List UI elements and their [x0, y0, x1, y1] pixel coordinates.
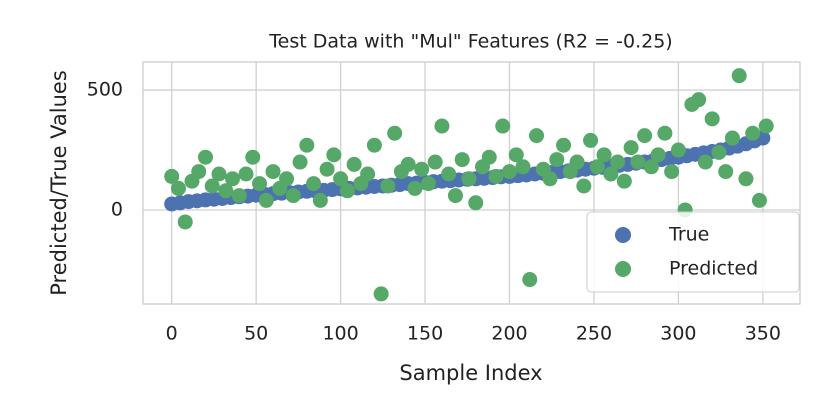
point: [204, 178, 220, 194]
x-tick-label: 200: [491, 323, 527, 345]
point: [711, 144, 727, 160]
x-tick-label: 300: [660, 323, 696, 345]
point: [738, 171, 754, 187]
point: [697, 154, 713, 170]
point: [589, 159, 605, 175]
x-axis-label: Sample Index: [399, 361, 542, 385]
point: [643, 159, 659, 175]
point: [657, 125, 673, 141]
point: [427, 154, 443, 170]
point: [252, 176, 268, 192]
point: [704, 111, 720, 127]
point: [596, 147, 612, 163]
point: [488, 168, 504, 184]
point: [366, 137, 382, 153]
point: [312, 192, 328, 208]
legend-marker: [615, 227, 631, 243]
point: [610, 154, 626, 170]
y-tick-label: 500: [87, 79, 123, 101]
point: [495, 118, 511, 134]
point: [400, 156, 416, 172]
point: [339, 183, 355, 199]
legend-label: True: [668, 224, 709, 246]
point: [238, 166, 254, 182]
x-tick-label: 100: [322, 323, 358, 345]
point: [211, 166, 227, 182]
point: [758, 118, 774, 134]
point: [434, 118, 450, 134]
point: [164, 168, 180, 184]
point: [292, 154, 308, 170]
point: [299, 137, 315, 153]
point: [481, 149, 497, 165]
legend-box: [586, 211, 800, 293]
point: [650, 147, 666, 163]
x-tick-label: 0: [166, 323, 178, 345]
point: [231, 188, 247, 204]
point: [751, 192, 767, 208]
point: [373, 286, 389, 302]
y-axis-label: Predicted/True Values: [47, 70, 71, 296]
point: [258, 192, 274, 208]
point: [583, 132, 599, 148]
point: [718, 164, 734, 180]
point: [745, 125, 761, 141]
x-tick-label: 250: [576, 323, 612, 345]
point: [414, 161, 430, 177]
point: [623, 140, 639, 156]
point: [170, 180, 186, 196]
point: [569, 154, 585, 170]
point: [691, 92, 707, 108]
x-tick-label: 50: [244, 323, 268, 345]
point: [420, 176, 436, 192]
point: [197, 149, 213, 165]
point: [191, 164, 207, 180]
point: [664, 164, 680, 180]
point: [724, 130, 740, 146]
x-tick-label: 350: [745, 323, 781, 345]
point: [279, 171, 295, 187]
point: [549, 152, 565, 168]
point: [461, 171, 477, 187]
point: [515, 159, 531, 175]
point: [245, 149, 261, 165]
point: [508, 147, 524, 163]
point: [603, 166, 619, 182]
point: [441, 166, 457, 182]
point: [387, 125, 403, 141]
point: [556, 137, 572, 153]
point: [522, 272, 538, 288]
point: [346, 156, 362, 172]
point: [326, 147, 342, 163]
point: [447, 188, 463, 204]
point: [285, 188, 301, 204]
point: [225, 171, 241, 187]
point: [576, 178, 592, 194]
point: [177, 214, 193, 230]
point: [454, 152, 470, 168]
legend-marker: [615, 261, 631, 277]
point: [542, 171, 558, 187]
point: [407, 180, 423, 196]
legend-label: Predicted: [669, 258, 758, 280]
point: [616, 173, 632, 189]
point: [265, 164, 281, 180]
point: [502, 164, 518, 180]
point: [468, 195, 484, 211]
point: [529, 128, 545, 144]
point: [360, 166, 376, 182]
point: [731, 68, 747, 84]
point: [319, 161, 335, 177]
chart-title: Test Data with "Mul" Features (R2 = -0.2…: [268, 31, 672, 53]
point: [670, 142, 686, 158]
point: [333, 171, 349, 187]
point: [306, 176, 322, 192]
point: [630, 154, 646, 170]
point: [218, 183, 234, 199]
y-tick-label: 0: [111, 198, 123, 220]
point: [637, 128, 653, 144]
point: [380, 178, 396, 194]
x-tick-label: 150: [407, 323, 443, 345]
